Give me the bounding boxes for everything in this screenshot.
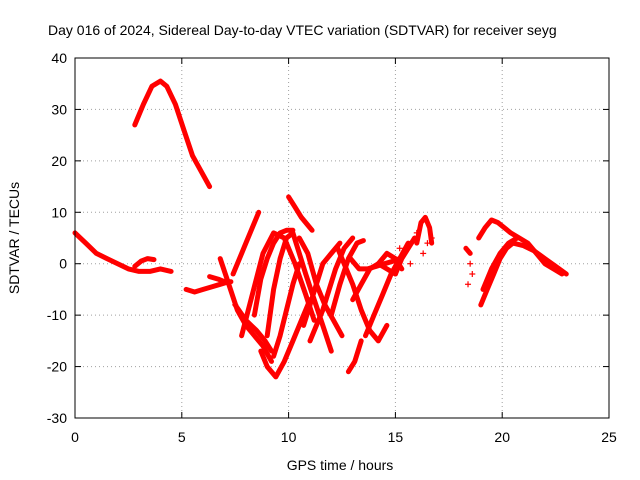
scatter-point-marker	[424, 240, 431, 247]
y-tick-label: 20	[51, 153, 67, 169]
y-tick-label: -30	[47, 410, 67, 426]
data-series-arc-14	[286, 194, 315, 233]
y-tick-label: 30	[51, 101, 67, 117]
data-series-arc-11	[258, 297, 313, 380]
x-tick-label: 20	[494, 429, 510, 445]
scatter-point-marker	[407, 260, 414, 267]
y-axis-label: SDTVAR / TECUs	[6, 182, 22, 294]
x-tick-label: 15	[388, 429, 404, 445]
data-series-arc-8	[232, 302, 274, 354]
data-series-arc-31	[510, 240, 569, 277]
y-tick-label: -20	[47, 359, 67, 375]
data-series-arc-25	[392, 235, 418, 277]
data-series	[72, 78, 569, 380]
x-tick-label: 25	[601, 429, 617, 445]
plot-frame	[74, 57, 610, 419]
data-series-arc-15	[296, 235, 345, 339]
x-tick-label: 5	[178, 429, 186, 445]
y-tick-label: 0	[59, 256, 67, 272]
data-series-arc-20	[345, 338, 364, 375]
data-series-arc-16	[301, 240, 343, 328]
axis-ticks: 0 5 10 15 20 25 -30 -20 -10 0 10 20 30 40	[47, 50, 617, 445]
data-series-arc-13	[271, 261, 302, 359]
y-tick-label: 40	[51, 50, 67, 66]
scatter-point-marker	[428, 235, 435, 241]
x-axis-label: GPS time / hours	[287, 457, 394, 473]
chart-title: Day 016 of 2024, Sidereal Day-to-day VTE…	[48, 22, 557, 38]
data-series-arc-22	[350, 261, 398, 303]
y-tick-label: -10	[47, 307, 67, 323]
data-series-arc-12	[264, 230, 334, 354]
x-tick-label: 0	[71, 429, 79, 445]
data-series-arc-2	[132, 78, 213, 190]
scatter-point-marker	[232, 301, 239, 308]
scatter-point-marker	[465, 281, 472, 288]
scatter-point-marker	[420, 250, 427, 257]
scatter-point-marker	[467, 260, 474, 267]
data-series-arc-28	[476, 217, 565, 277]
scatter-point-marker	[413, 229, 420, 236]
data-series-arc-17	[307, 235, 356, 344]
scatter-point-marker	[396, 245, 403, 252]
y-tick-label: 10	[51, 204, 67, 220]
data-series-arc-4	[183, 279, 232, 295]
data-series-arc-1	[72, 230, 174, 274]
data-series-arc-26	[414, 214, 435, 246]
scatter-point-marker	[469, 271, 476, 277]
data-series-arc-10	[251, 227, 296, 318]
data-series-arc-3	[132, 256, 157, 269]
data-series-arc-27	[463, 245, 473, 256]
grid	[75, 58, 609, 418]
data-series-arc-19	[335, 245, 390, 344]
x-tick-label: 10	[281, 429, 297, 445]
data-series-arc-7	[230, 209, 262, 277]
